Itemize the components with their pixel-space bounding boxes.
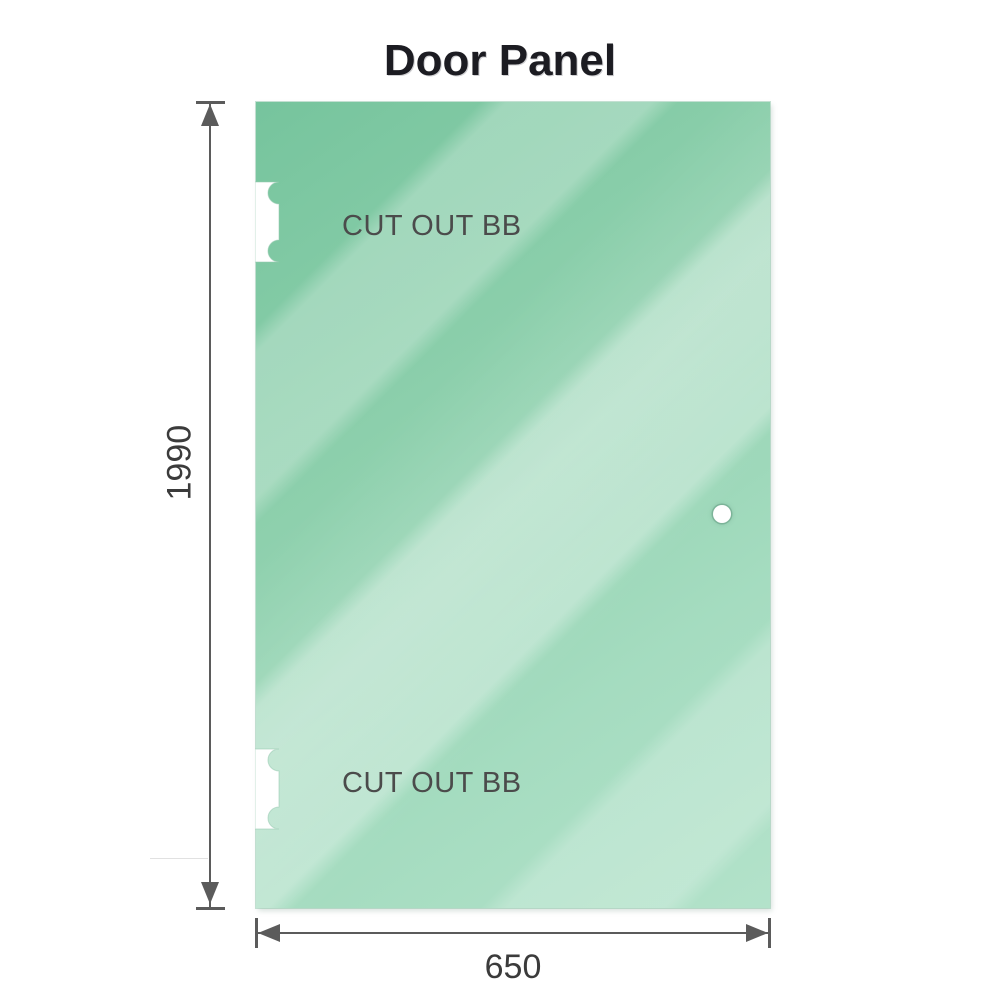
cut-out-top-label: CUT OUT BB [342,210,522,242]
width-extension-tick-right [768,918,771,948]
handle-hole [713,505,731,523]
height-dimension-label: 1990 [160,424,199,501]
height-extension-tick-top [196,101,225,104]
cut-out-bottom-label: CUT OUT BB [342,767,522,799]
arrow-up-icon [201,104,219,126]
height-dimension-line [209,102,211,908]
arrow-right-icon [746,924,768,942]
door-panel: CUT OUT BB CUT OUT BB [255,102,770,908]
width-extension-tick-left [255,918,258,948]
arrow-left-icon [258,924,280,942]
arrow-down-icon [201,882,219,904]
width-dimension-label: 650 [484,948,542,986]
cut-out-top [255,178,295,266]
witness-line [150,858,208,859]
page-title: Door Panel [383,36,617,85]
height-extension-tick-bottom [196,907,225,910]
cut-out-bottom [255,745,295,833]
width-dimension-line [256,932,770,934]
